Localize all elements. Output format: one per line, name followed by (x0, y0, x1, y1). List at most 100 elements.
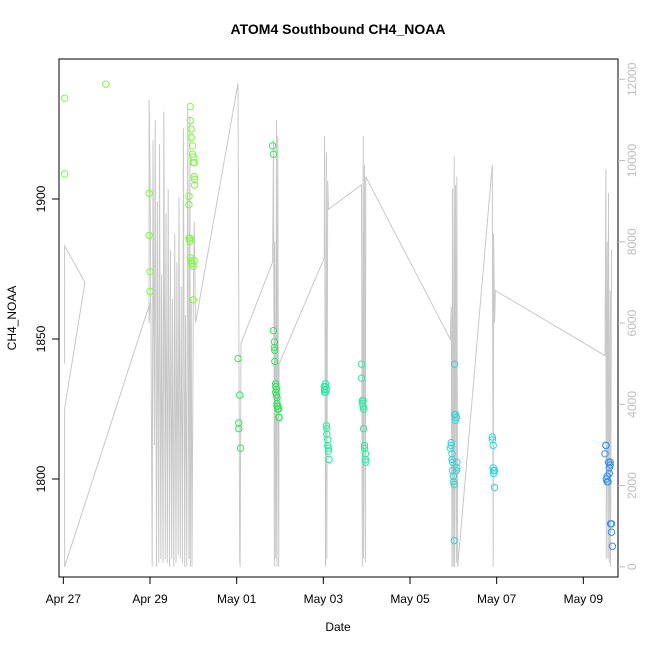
data-point (490, 466, 499, 475)
data-point (361, 450, 370, 458)
y-right-tick-label: 2000 (625, 472, 639, 499)
data-point (448, 458, 457, 466)
data-point (186, 102, 195, 111)
data-point (489, 441, 497, 450)
data-point (186, 237, 194, 245)
data-point (275, 405, 283, 413)
y-tick-label: 1850 (34, 325, 48, 352)
data-point (235, 424, 243, 433)
data-point (269, 150, 278, 158)
data-point (236, 391, 244, 399)
data-point (324, 436, 332, 444)
plot-area: Apr 27 Apr 29 May 01 May 03 May 05 May 07 May … (34, 58, 639, 606)
data-point (270, 343, 279, 352)
x-tick-label: May 05 (390, 592, 430, 606)
data-point (602, 441, 610, 450)
data-point (185, 192, 193, 200)
data-point (146, 287, 154, 296)
data-point (450, 536, 458, 545)
x-tick-label: May 01 (217, 592, 257, 606)
data-point (272, 380, 280, 388)
data-point (452, 466, 461, 475)
data-point (608, 542, 617, 550)
data-point (322, 422, 331, 430)
data-point (190, 158, 198, 167)
x-tick-label: May 09 (564, 592, 604, 606)
data-point (322, 385, 331, 394)
data-point (323, 424, 331, 433)
y-tick-label: 1900 (34, 185, 48, 212)
x-tick-label: Apr 29 (132, 592, 168, 606)
data-point (359, 424, 368, 433)
data-point (235, 419, 243, 427)
data-point (488, 433, 496, 441)
data-point (275, 413, 283, 422)
data-point (60, 94, 69, 102)
data-point (270, 338, 279, 346)
data-point (360, 444, 369, 452)
data-point (189, 153, 198, 161)
data-point (189, 296, 198, 304)
data-point (357, 360, 366, 368)
data-point (490, 483, 499, 492)
data-point (360, 441, 369, 450)
x-tick-label: May 03 (304, 592, 344, 606)
data-point (234, 354, 242, 363)
data-point (359, 402, 367, 410)
data-point (102, 80, 110, 88)
plot-border (58, 58, 619, 578)
data-point (187, 133, 195, 142)
data-point (453, 458, 461, 466)
data-point (450, 480, 458, 489)
y-right-tick-label: 8000 (625, 228, 639, 255)
data-point (447, 438, 455, 447)
data-point (272, 385, 281, 394)
data-point (359, 396, 367, 405)
data-point (321, 380, 330, 388)
data-point (236, 444, 245, 452)
data-point (325, 455, 333, 464)
data-point (453, 464, 461, 472)
data-point (271, 357, 279, 366)
data-point (324, 447, 333, 455)
data-point (359, 405, 368, 413)
chart-title: ATOM4 Southbound CH4_NOAA (231, 21, 446, 37)
data-point (60, 170, 69, 178)
data-point (273, 394, 281, 402)
data-point (447, 441, 455, 450)
x-tick-label: May 07 (477, 592, 517, 606)
data-point (185, 200, 193, 209)
data-point (452, 413, 461, 422)
data-point (190, 175, 199, 184)
data-point (606, 458, 614, 466)
data-point (362, 458, 370, 466)
y-right-tick-label: 6000 (625, 309, 639, 336)
data-point (448, 450, 456, 458)
data-point (324, 444, 333, 452)
data-point (601, 450, 609, 458)
data-point (323, 430, 331, 438)
x-axis-label: Date (325, 620, 351, 634)
data-point (187, 125, 195, 133)
data-point (190, 256, 198, 265)
data-point (607, 528, 616, 536)
data-point (268, 142, 277, 150)
data-point (605, 469, 613, 478)
data-point (604, 478, 612, 486)
data-point (449, 472, 457, 480)
data-point (190, 181, 199, 189)
data-point (145, 189, 153, 198)
data-point (269, 326, 278, 335)
data-point (271, 346, 279, 354)
y-tick-label: 1800 (34, 465, 48, 492)
data-point (146, 268, 154, 276)
y-axis-label: CH4_NOAA (5, 286, 19, 351)
data-point (186, 116, 195, 125)
y-right-tick-label: 4000 (625, 391, 639, 418)
data-point (607, 520, 616, 528)
data-point (606, 461, 614, 469)
data-point (190, 172, 198, 181)
data-point (361, 455, 370, 464)
data-point (450, 360, 459, 368)
